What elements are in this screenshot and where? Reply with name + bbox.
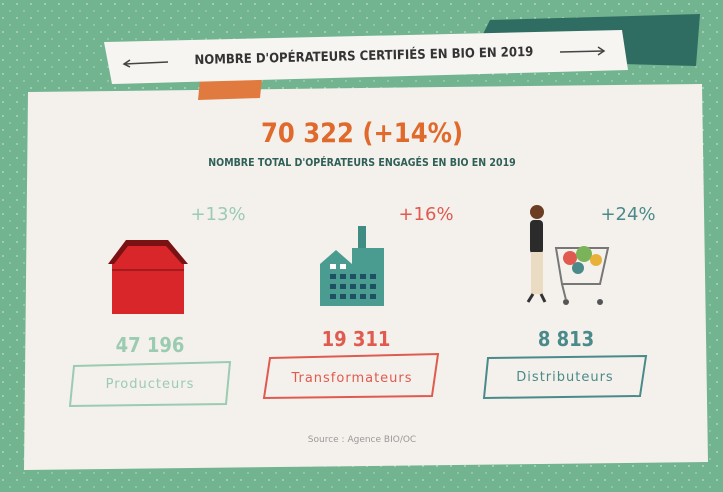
infographic: NOMBRE D'OPÉRATEURS CERTIFIÉS EN BIO EN … [0, 0, 723, 492]
count: 19 311 [322, 327, 391, 351]
count: 8 813 [538, 327, 594, 351]
change: +24% [600, 204, 655, 225]
label: Transformateurs [290, 371, 412, 386]
count: 47 196 [116, 333, 185, 357]
source: Source : Agence BIO/OC [308, 435, 416, 445]
arrow-right [560, 51, 604, 52]
label: Producteurs [106, 377, 195, 392]
label: Distributeurs [516, 370, 613, 385]
barn-icon [108, 240, 188, 314]
page: NOMBRE D'OPÉRATEURS CERTIFIÉS EN BIO EN … [0, 0, 723, 492]
total-value: 70 322 (+14%) [261, 118, 463, 149]
change: +16% [398, 204, 453, 225]
change: +13% [190, 204, 245, 225]
total-label: NOMBRE TOTAL D'OPÉRATEURS ENGAGÉS EN BIO… [208, 156, 515, 169]
